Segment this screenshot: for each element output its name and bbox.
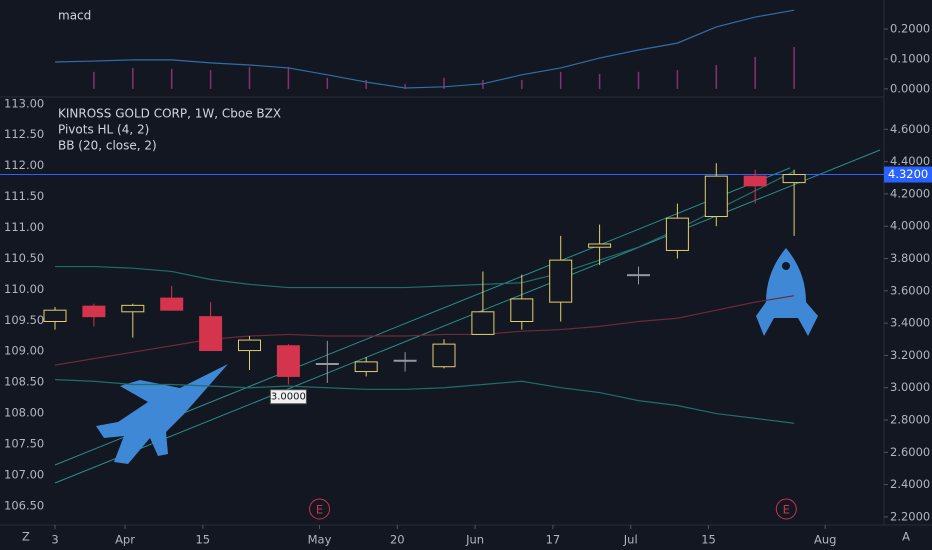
- x-tick-label: 15: [195, 533, 210, 547]
- macd-line: [54, 9, 795, 89]
- y-tick-label: 2.8000: [890, 413, 930, 427]
- y2-tick-label: 113.00: [4, 96, 44, 110]
- pivot-label: 3.0000: [271, 392, 306, 403]
- x-tick-label: Apr: [115, 533, 135, 547]
- y2-tick-label: 110.00: [4, 282, 44, 296]
- y-tick-label: 2.2000: [890, 509, 930, 523]
- y-tick-label: 3.6000: [890, 283, 930, 297]
- candle-body: [82, 305, 106, 318]
- candle-body: [549, 259, 573, 303]
- candle-body: [471, 311, 495, 335]
- candle-body: [665, 217, 689, 251]
- y2-tick-label: 106.50: [4, 498, 44, 512]
- y-tick-label: 4.0000: [890, 219, 930, 233]
- trend-line: [54, 149, 881, 484]
- candle-body: [315, 362, 339, 365]
- bb-basis: [54, 295, 795, 366]
- candle-body: [782, 174, 806, 184]
- y2-tick-label: 109.00: [4, 344, 44, 358]
- y-tick-label: 3.2000: [890, 348, 930, 362]
- y2-tick-label: 107.00: [4, 467, 44, 481]
- candle-body: [627, 274, 650, 277]
- candle-body: [238, 339, 261, 352]
- x-tick-label: 17: [546, 533, 561, 547]
- last-price-box: [884, 166, 932, 183]
- earnings-marker: [309, 498, 331, 520]
- earnings-label: E: [316, 503, 323, 517]
- candle-body: [510, 298, 534, 322]
- y2-tick-label: 110.50: [4, 251, 44, 265]
- y-tick-label: 0.1000: [890, 51, 930, 65]
- corner-button[interactable]: A: [902, 530, 910, 544]
- candle-body: [393, 359, 417, 362]
- y-tick-label: 2.6000: [890, 445, 930, 459]
- indicator-label: Pivots HL (4, 2): [58, 123, 149, 137]
- y-tick-label: 0.0000: [890, 81, 930, 95]
- x-tick-label: 15: [701, 533, 716, 547]
- candle-body: [354, 361, 378, 373]
- last-price-label: 4.3200: [888, 167, 928, 181]
- y-tick-label: 2.4000: [890, 477, 930, 491]
- pane-title: macd: [58, 9, 91, 23]
- x-tick-label: 3: [51, 533, 58, 547]
- y-tick-label: 4.4000: [890, 154, 930, 168]
- jet-icon: [96, 364, 228, 464]
- candle-body: [432, 343, 456, 368]
- y2-tick-label: 107.50: [4, 436, 44, 450]
- y2-tick-label: 111.50: [4, 189, 44, 203]
- y2-tick-label: 112.50: [4, 127, 44, 141]
- x-tick-label: 20: [390, 533, 405, 547]
- bb-lower: [54, 379, 795, 424]
- earnings-label: E: [783, 503, 790, 517]
- candle-body: [276, 345, 300, 377]
- y-tick-label: 3.8000: [890, 251, 930, 265]
- y-tick-label: 4.6000: [890, 122, 930, 136]
- x-tick-label: May: [308, 533, 332, 547]
- earnings-marker: [775, 498, 797, 520]
- candle-body: [43, 309, 67, 322]
- y2-tick-label: 108.00: [4, 406, 44, 420]
- y2-tick-label: 112.00: [4, 158, 44, 172]
- candle-body: [704, 175, 728, 218]
- y2-tick-label: 109.50: [4, 313, 44, 327]
- candle-body: [588, 243, 612, 248]
- x-tick-label: Jun: [465, 533, 484, 547]
- y-tick-label: 4.2000: [890, 186, 930, 200]
- pivot-box: [269, 389, 307, 405]
- y-tick-label: 0.2000: [890, 22, 930, 36]
- candle-body: [121, 304, 145, 313]
- y-tick-label: 3.4000: [890, 316, 930, 330]
- corner-button[interactable]: Z: [22, 530, 30, 544]
- rocket-icon: [756, 248, 818, 336]
- y2-tick-label: 111.00: [4, 220, 44, 234]
- indicator-label: BB (20, close, 2): [58, 139, 157, 153]
- candle-body: [160, 297, 184, 311]
- chart-title: KINROSS GOLD CORP, 1W, Cboe BZX: [58, 107, 281, 121]
- y2-tick-label: 108.50: [4, 375, 44, 389]
- y-tick-label: 3.0000: [890, 380, 930, 394]
- candle-body: [743, 175, 767, 187]
- candle-body: [199, 316, 223, 352]
- x-tick-label: Jul: [623, 533, 638, 547]
- x-tick-label: Aug: [814, 533, 836, 547]
